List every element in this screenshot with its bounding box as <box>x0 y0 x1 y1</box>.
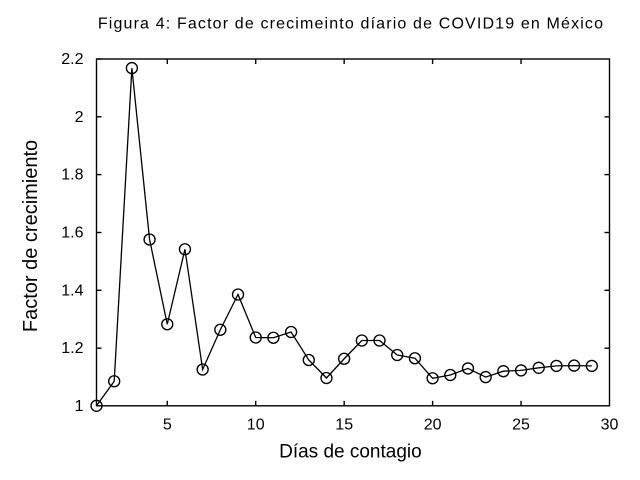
svg-text:Factor de crecimiento: Factor de crecimiento <box>20 140 42 332</box>
svg-text:15: 15 <box>335 417 353 434</box>
svg-text:1.2: 1.2 <box>61 340 83 357</box>
svg-text:20: 20 <box>424 417 442 434</box>
svg-text:1: 1 <box>75 398 84 415</box>
svg-text:2.2: 2.2 <box>61 51 83 68</box>
svg-text:Días de contagio: Días de contagio <box>279 442 422 463</box>
svg-text:10: 10 <box>247 417 265 434</box>
svg-text:2: 2 <box>75 109 84 126</box>
svg-text:25: 25 <box>512 417 530 434</box>
svg-text:Figura 4: Factor de crecimeint: Figura 4: Factor de crecimeinto díario d… <box>98 16 604 33</box>
svg-text:1.6: 1.6 <box>61 225 83 242</box>
svg-text:30: 30 <box>601 417 619 434</box>
svg-text:5: 5 <box>163 417 172 434</box>
svg-text:1.8: 1.8 <box>61 167 83 184</box>
svg-text:1.4: 1.4 <box>61 282 83 299</box>
